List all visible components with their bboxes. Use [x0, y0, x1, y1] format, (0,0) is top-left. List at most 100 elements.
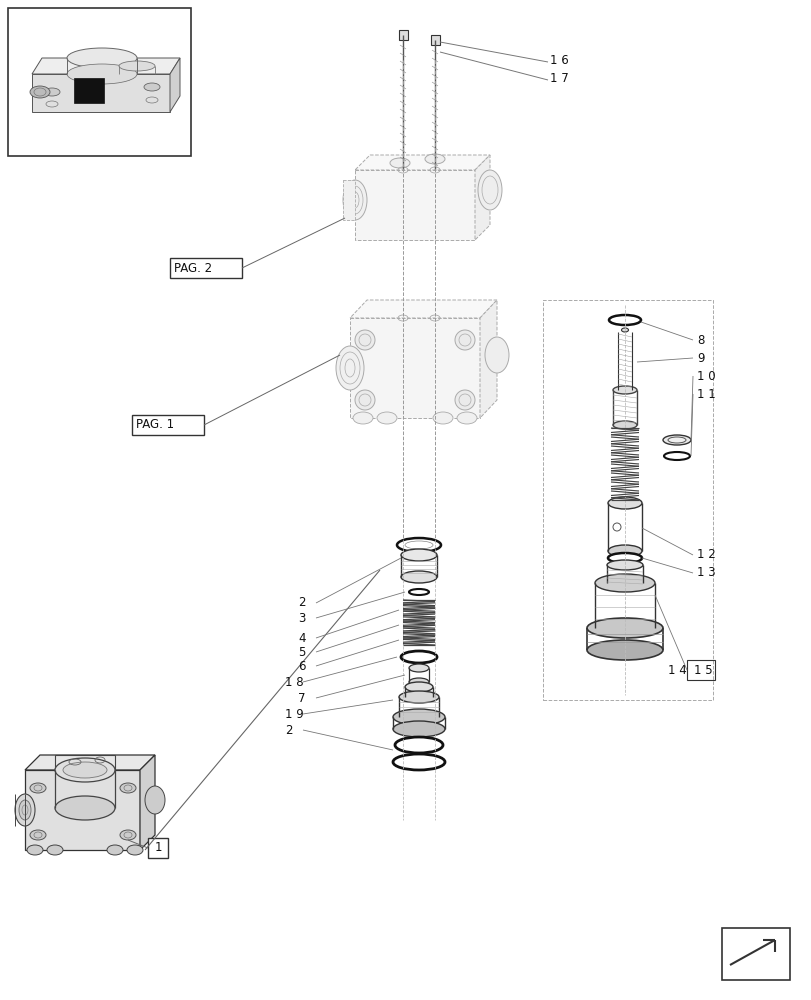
Ellipse shape	[120, 783, 135, 793]
Ellipse shape	[353, 412, 372, 424]
Polygon shape	[32, 58, 180, 74]
Ellipse shape	[409, 589, 428, 595]
Text: 1 3: 1 3	[696, 566, 714, 580]
Ellipse shape	[67, 48, 137, 68]
Ellipse shape	[620, 328, 628, 332]
Text: 9: 9	[696, 352, 704, 364]
Polygon shape	[354, 155, 489, 170]
Ellipse shape	[19, 800, 31, 820]
Ellipse shape	[612, 421, 636, 429]
Ellipse shape	[354, 390, 375, 410]
Ellipse shape	[663, 452, 689, 460]
Ellipse shape	[393, 721, 444, 737]
Ellipse shape	[594, 619, 654, 637]
Ellipse shape	[401, 549, 436, 561]
Ellipse shape	[127, 845, 143, 855]
Text: 1 6: 1 6	[549, 54, 568, 67]
Polygon shape	[474, 155, 489, 240]
Ellipse shape	[55, 796, 115, 820]
Text: 7: 7	[298, 692, 305, 704]
Ellipse shape	[484, 337, 508, 373]
Text: 5: 5	[298, 646, 305, 658]
Text: 1 5: 1 5	[693, 664, 712, 676]
Bar	[721, 928, 789, 980]
Text: 2: 2	[285, 723, 292, 736]
Ellipse shape	[354, 330, 375, 350]
Ellipse shape	[30, 783, 46, 793]
Ellipse shape	[119, 61, 155, 71]
Bar	[431, 35, 440, 45]
Ellipse shape	[667, 437, 685, 443]
Ellipse shape	[608, 315, 640, 325]
Ellipse shape	[107, 845, 122, 855]
Bar	[169, 258, 242, 278]
Ellipse shape	[607, 560, 642, 570]
Bar	[148, 838, 168, 858]
Ellipse shape	[424, 154, 444, 164]
Ellipse shape	[586, 640, 663, 660]
Ellipse shape	[376, 412, 397, 424]
Ellipse shape	[409, 664, 428, 672]
Text: 1 7: 1 7	[549, 72, 568, 85]
Ellipse shape	[55, 758, 115, 782]
Ellipse shape	[405, 541, 432, 549]
Ellipse shape	[398, 691, 439, 703]
Text: 1: 1	[154, 841, 161, 854]
Ellipse shape	[607, 545, 642, 557]
Ellipse shape	[401, 651, 436, 663]
Ellipse shape	[342, 180, 367, 220]
Ellipse shape	[397, 538, 440, 552]
Ellipse shape	[67, 64, 137, 84]
Text: 8: 8	[696, 334, 703, 347]
Text: 1 0: 1 0	[696, 369, 714, 382]
Ellipse shape	[454, 330, 474, 350]
Text: 3: 3	[298, 611, 305, 624]
Ellipse shape	[393, 754, 444, 770]
Ellipse shape	[389, 158, 410, 168]
Polygon shape	[479, 300, 496, 418]
Polygon shape	[350, 318, 479, 418]
Text: 1 1: 1 1	[696, 387, 714, 400]
Bar	[543, 300, 712, 700]
Ellipse shape	[612, 386, 636, 394]
Polygon shape	[354, 170, 474, 240]
Bar	[8, 8, 191, 156]
Text: 4: 4	[298, 632, 305, 644]
Bar	[686, 660, 714, 680]
Polygon shape	[25, 770, 139, 850]
Ellipse shape	[336, 346, 363, 390]
Ellipse shape	[432, 412, 453, 424]
Polygon shape	[350, 300, 496, 318]
Polygon shape	[32, 74, 169, 112]
Text: 1 4: 1 4	[667, 664, 686, 676]
Ellipse shape	[607, 553, 642, 563]
Ellipse shape	[63, 762, 107, 778]
Ellipse shape	[457, 412, 476, 424]
Ellipse shape	[607, 578, 642, 588]
Ellipse shape	[454, 390, 474, 410]
Polygon shape	[169, 58, 180, 112]
Ellipse shape	[44, 88, 60, 96]
Ellipse shape	[663, 435, 690, 445]
Ellipse shape	[47, 845, 63, 855]
Ellipse shape	[15, 794, 35, 826]
Ellipse shape	[586, 618, 663, 638]
Text: 1 8: 1 8	[285, 676, 303, 688]
Polygon shape	[342, 180, 354, 220]
Ellipse shape	[607, 497, 642, 509]
Ellipse shape	[120, 830, 135, 840]
Text: PAG. 1: PAG. 1	[135, 418, 174, 432]
Bar	[132, 415, 204, 435]
Ellipse shape	[393, 709, 444, 725]
Ellipse shape	[27, 845, 43, 855]
Ellipse shape	[617, 387, 631, 393]
Ellipse shape	[409, 678, 428, 686]
Text: 6: 6	[298, 660, 305, 672]
Polygon shape	[25, 755, 155, 770]
Ellipse shape	[478, 170, 501, 210]
Bar	[74, 78, 104, 103]
Bar	[398, 30, 407, 40]
Polygon shape	[55, 755, 115, 770]
Ellipse shape	[394, 737, 443, 753]
Text: 1 2: 1 2	[696, 548, 714, 562]
